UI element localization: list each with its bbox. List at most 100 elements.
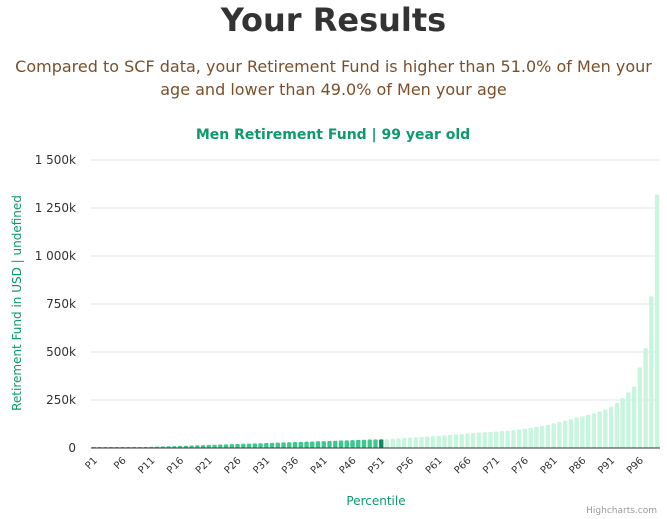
bar-P58[interactable] — [419, 436, 424, 448]
bar-P30[interactable] — [258, 443, 263, 448]
bar-P83[interactable] — [562, 420, 568, 448]
bar-P75[interactable] — [517, 429, 522, 448]
bar-P93[interactable] — [620, 398, 625, 448]
bar-P74[interactable] — [511, 430, 516, 448]
bar-P53[interactable] — [390, 438, 395, 448]
bar-P76[interactable] — [522, 428, 528, 448]
bar-P37[interactable] — [298, 441, 303, 448]
bar-P34[interactable] — [281, 442, 286, 448]
x-tick-label: P71 — [481, 455, 502, 476]
page-heading: Your Results — [220, 1, 447, 39]
bar-P97[interactable] — [643, 348, 648, 448]
bar-P48[interactable] — [361, 439, 367, 448]
bar-P27[interactable] — [241, 443, 246, 448]
bar-P65[interactable] — [459, 434, 464, 448]
bar-P98[interactable] — [649, 296, 654, 448]
bar-P57[interactable] — [413, 437, 418, 448]
bar-P86[interactable] — [580, 416, 585, 448]
bar-P25[interactable] — [229, 444, 234, 448]
bar-P62[interactable] — [442, 435, 447, 448]
bar-P68[interactable] — [476, 432, 482, 448]
bar-P89[interactable] — [597, 411, 602, 448]
bar-P71[interactable] — [494, 431, 499, 448]
bar-P50[interactable] — [373, 439, 378, 448]
bar-P81[interactable] — [551, 423, 556, 448]
bar-P91[interactable] — [608, 406, 614, 448]
bar-P73[interactable] — [505, 430, 510, 448]
bar-P96[interactable] — [637, 367, 643, 448]
bar-P21[interactable] — [206, 444, 211, 448]
bar-P16[interactable] — [177, 445, 183, 448]
bar-P33[interactable] — [275, 442, 280, 448]
y-tick-label: 1 250k — [35, 201, 76, 215]
bar-P44[interactable] — [338, 440, 344, 448]
bar-P56[interactable] — [407, 437, 413, 448]
bar-P78[interactable] — [534, 426, 539, 448]
bar-P87[interactable] — [585, 414, 591, 448]
bar-P95[interactable] — [631, 386, 637, 448]
bar-P84[interactable] — [568, 419, 574, 448]
bar-P18[interactable] — [189, 445, 194, 448]
bar-P28[interactable] — [246, 443, 252, 448]
bar-P52[interactable] — [384, 439, 390, 448]
bar-P92[interactable] — [614, 402, 620, 448]
bar-P24[interactable] — [223, 444, 229, 448]
bar-P69[interactable] — [482, 432, 487, 448]
bar-P45[interactable] — [344, 440, 349, 448]
chart-title: Men Retirement Fund | 99 year old — [196, 127, 470, 143]
bar-P51[interactable] — [379, 439, 384, 448]
bar-P61[interactable] — [436, 435, 441, 448]
bar-P59[interactable] — [425, 436, 430, 448]
x-tick-label: P11 — [136, 455, 157, 476]
y-gridlines — [91, 159, 660, 401]
bar-P88[interactable] — [591, 413, 597, 448]
bar-P31[interactable] — [264, 443, 269, 448]
bar-P29[interactable] — [252, 443, 257, 448]
bar-P42[interactable] — [327, 440, 332, 448]
credits-link[interactable]: Highcharts.com — [586, 506, 657, 516]
bar-P43[interactable] — [333, 440, 338, 448]
bar-P80[interactable] — [545, 424, 551, 448]
x-tick-label: P1 — [83, 455, 100, 472]
y-tick-label: 0 — [68, 441, 76, 455]
bar-P49[interactable] — [367, 439, 372, 448]
bar-P40[interactable] — [315, 441, 321, 448]
bar-P60[interactable] — [430, 436, 436, 448]
bar-P41[interactable] — [321, 441, 326, 448]
bar-P46[interactable] — [350, 440, 355, 448]
y-tick-label: 1 000k — [35, 249, 76, 263]
bar-P39[interactable] — [310, 441, 315, 448]
bar-P23[interactable] — [218, 444, 223, 448]
bar-P35[interactable] — [287, 442, 292, 448]
bar-P77[interactable] — [528, 427, 533, 448]
bar-P90[interactable] — [603, 409, 608, 448]
x-tick-label: P66 — [453, 455, 474, 476]
bar-P66[interactable] — [465, 433, 470, 448]
bar-P32[interactable] — [269, 442, 275, 448]
bar-P54[interactable] — [396, 438, 401, 448]
x-tick-label: P91 — [596, 455, 617, 476]
x-tick-label: P16 — [165, 455, 186, 476]
bar-P19[interactable] — [195, 445, 200, 448]
bar-P79[interactable] — [540, 425, 545, 448]
bar-P26[interactable] — [235, 443, 240, 448]
bar-P67[interactable] — [471, 433, 476, 448]
bar-P47[interactable] — [356, 439, 361, 448]
bar-P17[interactable] — [183, 445, 189, 448]
y-tick-label: 500k — [46, 345, 76, 359]
bar-P38[interactable] — [304, 441, 309, 448]
bar-P20[interactable] — [200, 445, 206, 448]
bar-P94[interactable] — [626, 392, 631, 448]
bar-P72[interactable] — [499, 431, 505, 448]
bar-P36[interactable] — [292, 442, 298, 448]
bar-P70[interactable] — [488, 431, 493, 448]
bar-P64[interactable] — [453, 434, 459, 448]
bar-P55[interactable] — [402, 438, 407, 448]
bar-P22[interactable] — [212, 444, 217, 448]
x-tick-label: P21 — [194, 455, 215, 476]
bar-P85[interactable] — [574, 417, 579, 448]
y-tick-label: 1 500k — [35, 153, 76, 167]
bar-P99[interactable] — [654, 194, 660, 448]
bar-P82[interactable] — [557, 422, 562, 448]
bar-P63[interactable] — [448, 434, 453, 448]
